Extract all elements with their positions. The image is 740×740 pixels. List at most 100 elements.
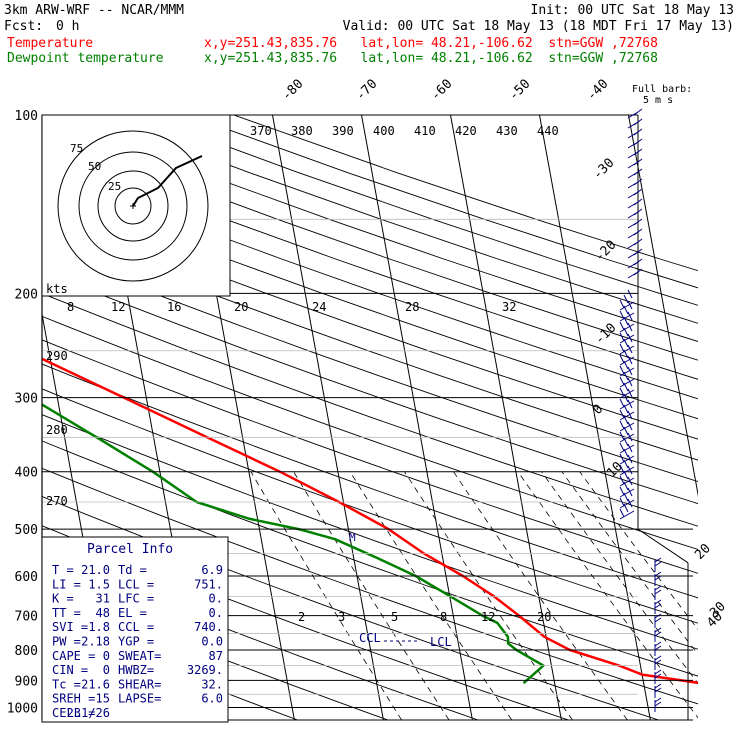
temperature-top-label: -80 bbox=[279, 77, 306, 104]
parcel-info-value: 0. bbox=[209, 606, 223, 620]
dry-adiabat bbox=[42, 187, 698, 420]
wind-barb bbox=[619, 443, 635, 465]
wind-barb bbox=[627, 198, 643, 209]
mixing-ratio-line bbox=[579, 471, 698, 630]
parcel-info-value: SHEAR= bbox=[118, 677, 161, 691]
theta-label: 380 bbox=[291, 124, 313, 138]
wind-barb bbox=[654, 683, 662, 698]
mixing-ratio-label: 5 bbox=[391, 610, 398, 624]
temperature-location: x,y=251.43,835.76 lat,lon= 48.21,-106.62… bbox=[204, 36, 658, 51]
parcel-info-value: 48 bbox=[96, 606, 110, 620]
dry-adiabat bbox=[42, 388, 698, 624]
parcel-info-value: YGP = bbox=[118, 635, 154, 649]
dry-adiabat bbox=[42, 339, 698, 574]
dewpoint-location: x,y=251.43,835.76 lat,lon= 48.21,-106.62… bbox=[204, 51, 658, 66]
parcel-info-value: 31 bbox=[96, 592, 110, 606]
parcel-info-value: 0.0 bbox=[201, 635, 223, 649]
wind-barb bbox=[654, 669, 662, 684]
wind-barb bbox=[627, 188, 643, 199]
wind-barb bbox=[619, 322, 635, 344]
wind-barb bbox=[627, 248, 643, 259]
wind-barb bbox=[654, 585, 662, 600]
mixing-ratio-line bbox=[453, 471, 628, 720]
left-theta-label: 270 bbox=[46, 494, 68, 508]
isotherm bbox=[0, 115, 27, 720]
parcel-info-value: SVI = bbox=[52, 620, 88, 634]
model-title: 3km ARW-WRF -- NCAR/MMM bbox=[4, 3, 185, 18]
wind-barb bbox=[654, 613, 662, 628]
hodograph-units: kts bbox=[46, 282, 68, 296]
wind-barb bbox=[627, 158, 643, 169]
temperature-top-label: -40 bbox=[584, 77, 611, 104]
parcel-info-value: HWBZ= bbox=[118, 663, 154, 677]
parcel-info-value: PW = bbox=[52, 635, 81, 649]
theta-label: 370 bbox=[250, 124, 272, 138]
wind-barb bbox=[619, 344, 635, 366]
dry-adiabat bbox=[42, 270, 698, 505]
parcel-info-value: LFC = bbox=[118, 592, 154, 606]
isotherm bbox=[361, 115, 473, 720]
parcel-info-value: 0. bbox=[209, 592, 223, 606]
wind-barb bbox=[654, 697, 662, 712]
temperature-right-label: -20 bbox=[592, 238, 619, 265]
wind-barb bbox=[654, 641, 662, 656]
wind-barb bbox=[619, 377, 635, 399]
parcel-marker-label: M bbox=[349, 531, 356, 544]
parcel-info-value: 32. bbox=[201, 677, 223, 691]
theta-label: 390 bbox=[332, 124, 354, 138]
hodograph-ring-label: 25 bbox=[108, 180, 121, 193]
wind-barb bbox=[619, 487, 635, 509]
parcel-info-value: Tc = bbox=[52, 677, 81, 691]
pressure-tick-label: 100 bbox=[15, 109, 38, 124]
temperature-top-label: -60 bbox=[428, 77, 455, 104]
dry-adiabat bbox=[42, 440, 698, 677]
parcel-info-value: 87 bbox=[209, 649, 223, 663]
valid-time: Valid: 00 UTC Sat 18 May 13 (18 MDT Fri … bbox=[342, 19, 734, 34]
wind-barb bbox=[654, 571, 662, 586]
hodograph-center bbox=[130, 203, 136, 209]
hodograph-trace bbox=[132, 155, 203, 207]
isotherm bbox=[450, 115, 562, 720]
left-theta-label: 280 bbox=[46, 423, 68, 437]
mixing-ratio-label: 32 bbox=[502, 300, 516, 314]
wind-barb bbox=[619, 366, 635, 388]
parcel-info-box bbox=[41, 536, 229, 723]
dry-adiabat bbox=[42, 293, 698, 527]
dewpoint-legend: Dewpoint temperature bbox=[7, 51, 164, 66]
temperature-top-label: -50 bbox=[506, 77, 533, 104]
dry-adiabat bbox=[42, 148, 698, 380]
theta-label: 420 bbox=[455, 124, 477, 138]
parcel-info-value: 1.8 bbox=[88, 620, 110, 634]
barb-legend-title: Full barb: bbox=[632, 84, 692, 95]
parcel-info-value: CIN = bbox=[52, 663, 88, 677]
forecast-hour: 0 h bbox=[56, 19, 80, 34]
pressure-tick-label: 1000 bbox=[7, 701, 38, 716]
mixing-ratio-line bbox=[561, 471, 698, 655]
wind-barb bbox=[619, 289, 635, 311]
temperature-right-label: 20 bbox=[692, 541, 714, 563]
wind-barb bbox=[627, 258, 643, 269]
parcel-info-value: 0 bbox=[103, 649, 110, 663]
parcel-info-value: SWEAT= bbox=[118, 649, 161, 663]
right-axis-step bbox=[637, 528, 689, 564]
wind-barb bbox=[619, 300, 635, 322]
temperature-legend: Temperature bbox=[7, 36, 94, 51]
mixing-ratio-label: 12 bbox=[481, 610, 495, 624]
pressure-tick-label: 800 bbox=[15, 644, 38, 659]
dry-adiabat bbox=[42, 586, 389, 720]
theta-label: 430 bbox=[496, 124, 518, 138]
parcel-info-title: Parcel Info bbox=[87, 542, 173, 557]
wind-barb bbox=[627, 128, 643, 139]
wind-barb bbox=[619, 465, 635, 487]
isotherm bbox=[272, 115, 384, 720]
pressure-tick-label: 600 bbox=[15, 570, 38, 585]
temperature-right-label: -10 bbox=[592, 321, 619, 348]
wind-barb bbox=[619, 476, 635, 498]
wind-barb bbox=[627, 168, 643, 179]
lcl-marker-label: LCL bbox=[430, 635, 452, 649]
isotherm bbox=[628, 115, 698, 497]
parcel-info-value: EL = bbox=[118, 606, 147, 620]
temperature-right-label: -30 bbox=[590, 156, 617, 183]
parcel-info-value: LAPSE= bbox=[118, 692, 161, 706]
